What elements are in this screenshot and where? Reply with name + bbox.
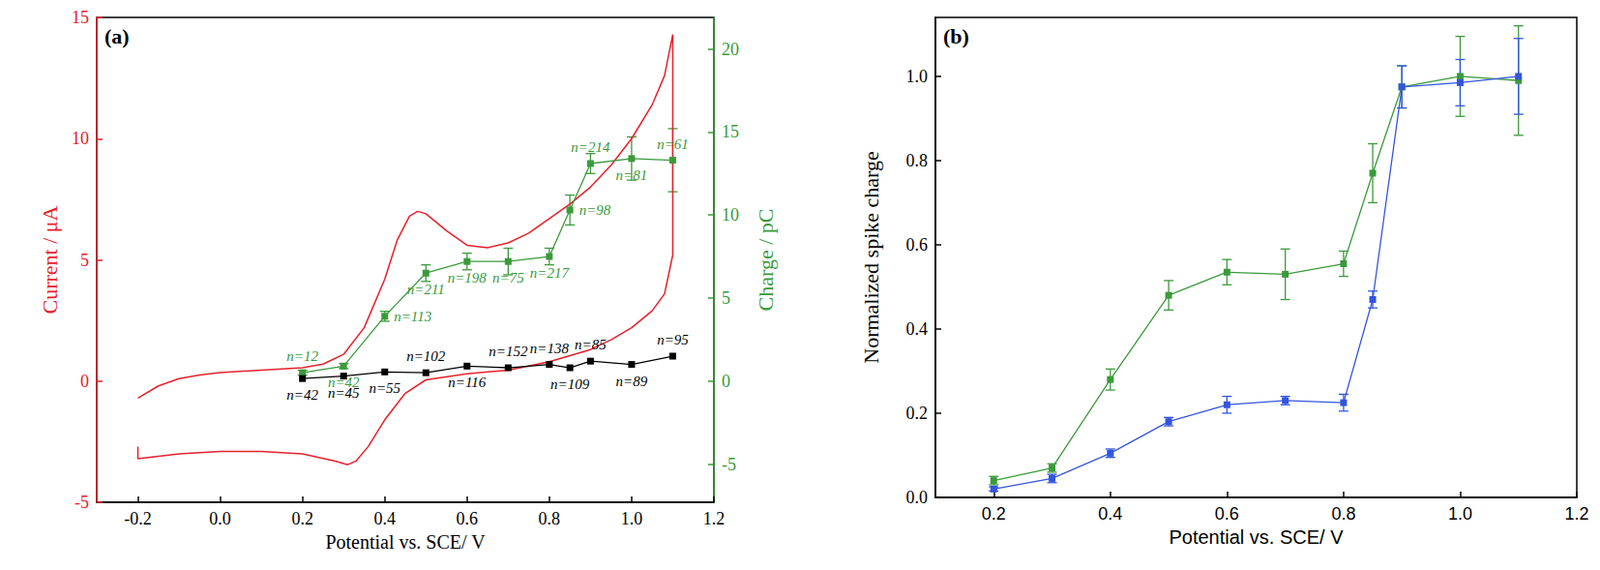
svg-text:n=217: n=217 — [530, 265, 571, 281]
svg-text:n=89: n=89 — [616, 373, 649, 389]
svg-text:n=61: n=61 — [656, 136, 689, 152]
svg-text:20: 20 — [721, 39, 740, 60]
svg-text:Potential vs. SCE/ V: Potential vs. SCE/ V — [325, 531, 486, 553]
svg-text:0.2: 0.2 — [906, 403, 929, 423]
svg-text:-5: -5 — [74, 492, 89, 512]
svg-text:n=95: n=95 — [656, 331, 689, 348]
svg-text:10: 10 — [71, 128, 89, 149]
svg-text:(a): (a) — [104, 24, 130, 49]
svg-text:5: 5 — [80, 250, 89, 270]
svg-text:n=138: n=138 — [530, 340, 570, 356]
svg-text:0.4: 0.4 — [906, 319, 929, 339]
svg-text:n=102: n=102 — [406, 348, 446, 364]
svg-text:0.6: 0.6 — [906, 235, 929, 255]
svg-text:n=113: n=113 — [393, 308, 432, 325]
svg-text:Charge / pC: Charge / pC — [753, 208, 778, 312]
svg-text:n=55: n=55 — [368, 380, 401, 396]
svg-text:0.4: 0.4 — [373, 508, 396, 529]
svg-text:0.2: 0.2 — [291, 508, 314, 529]
svg-text:1.0: 1.0 — [906, 66, 929, 87]
svg-text:0.0: 0.0 — [208, 508, 232, 529]
svg-text:1.2: 1.2 — [703, 508, 726, 529]
svg-text:-0.2: -0.2 — [123, 508, 152, 529]
svg-text:0.8: 0.8 — [1331, 503, 1356, 524]
svg-text:5: 5 — [721, 288, 731, 308]
svg-text:n=211: n=211 — [407, 281, 445, 297]
svg-text:Normalized spike charge: Normalized spike charge — [859, 150, 884, 364]
svg-text:10: 10 — [721, 205, 740, 225]
svg-text:(b): (b) — [943, 24, 970, 49]
svg-text:0.6: 0.6 — [1214, 503, 1240, 524]
svg-text:0.6: 0.6 — [456, 508, 479, 529]
svg-text:0: 0 — [721, 371, 731, 391]
svg-text:n=198: n=198 — [447, 269, 488, 286]
svg-text:1.0: 1.0 — [1448, 503, 1473, 524]
svg-text:-5: -5 — [721, 454, 737, 475]
svg-text:0.8: 0.8 — [906, 150, 929, 171]
svg-text:1.2: 1.2 — [1564, 503, 1589, 524]
svg-text:n=42: n=42 — [286, 386, 319, 403]
svg-text:0: 0 — [80, 371, 89, 391]
svg-text:n=214: n=214 — [570, 139, 611, 155]
svg-text:n=12: n=12 — [286, 348, 319, 364]
svg-text:n=42: n=42 — [327, 374, 360, 391]
svg-text:n=75: n=75 — [492, 269, 525, 286]
svg-text:1.0: 1.0 — [621, 508, 644, 529]
svg-text:0.8: 0.8 — [538, 508, 562, 529]
svg-text:n=98: n=98 — [579, 202, 612, 218]
svg-text:n=152: n=152 — [488, 343, 529, 359]
svg-text:0.2: 0.2 — [981, 503, 1007, 524]
svg-text:n=45: n=45 — [327, 385, 360, 401]
svg-text:n=116: n=116 — [447, 374, 487, 390]
svg-text:0.0: 0.0 — [906, 487, 929, 507]
svg-text:15: 15 — [71, 7, 89, 28]
svg-text:Current / μA: Current / μA — [37, 205, 62, 314]
svg-text:n=81: n=81 — [616, 167, 649, 183]
svg-text:n=109: n=109 — [550, 376, 591, 392]
svg-text:15: 15 — [721, 121, 740, 142]
svg-text:0.4: 0.4 — [1097, 503, 1123, 524]
svg-text:Potential vs. SCE/ V: Potential vs. SCE/ V — [1168, 526, 1344, 548]
svg-text:n=85: n=85 — [574, 336, 607, 353]
